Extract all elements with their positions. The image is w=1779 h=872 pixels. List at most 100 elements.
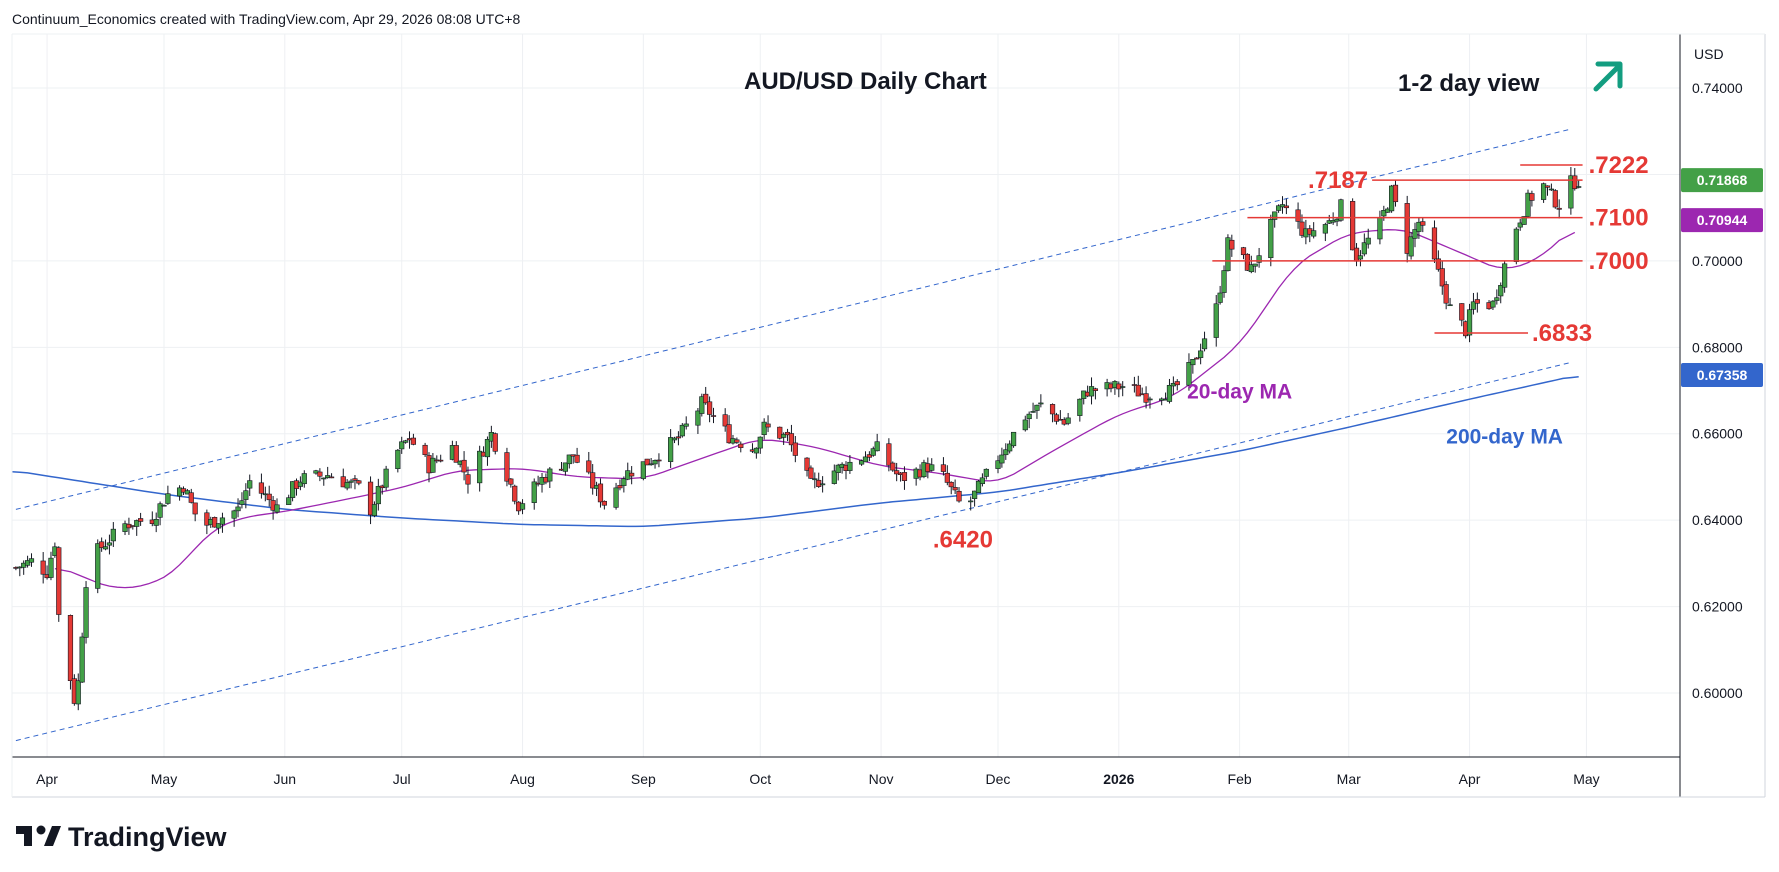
candle-down xyxy=(317,471,323,477)
candle-up xyxy=(1311,230,1317,237)
candle-down xyxy=(952,487,958,491)
candle-up xyxy=(106,542,113,546)
candle-up xyxy=(399,441,405,450)
candle-up xyxy=(1217,292,1223,303)
candle-down xyxy=(1244,253,1251,271)
candle-down xyxy=(866,454,872,458)
candle-up xyxy=(870,448,876,456)
candle-up xyxy=(1548,188,1554,191)
channel-upper-line xyxy=(15,128,1571,510)
candle-down xyxy=(1283,205,1289,209)
candle-up xyxy=(239,500,245,505)
y-tick-label: 0.68000 xyxy=(1692,339,1743,355)
candle-down xyxy=(816,479,822,487)
candle-up xyxy=(1525,192,1531,217)
candle-down xyxy=(1350,201,1356,251)
candle-up xyxy=(979,477,986,484)
candle-up xyxy=(1568,175,1574,209)
level-label: .6833 xyxy=(1532,320,1592,347)
candle-down xyxy=(40,560,46,575)
x-tick-label: Jun xyxy=(274,771,297,787)
candle-up xyxy=(847,461,853,471)
candle-up xyxy=(858,460,865,465)
candle-up xyxy=(1275,205,1282,211)
candle-down xyxy=(894,470,900,475)
candle-down xyxy=(777,426,783,439)
candle-up xyxy=(95,543,101,589)
candle-down xyxy=(1295,209,1301,222)
candle-down xyxy=(512,485,518,502)
candle-up xyxy=(999,454,1005,464)
last-value-badge-text: 0.71868 xyxy=(1697,172,1748,188)
candle-up xyxy=(1010,431,1017,447)
x-tick-label: Apr xyxy=(36,771,58,787)
x-tick-label: Dec xyxy=(986,771,1011,787)
candle-down xyxy=(1544,185,1551,188)
candle-up xyxy=(761,421,767,436)
last-value-badge xyxy=(1681,363,1763,388)
candle-up xyxy=(1502,263,1508,288)
candle-down xyxy=(1404,203,1410,254)
candle-up xyxy=(184,490,190,495)
candle-down xyxy=(188,492,194,503)
level-label: .7187 xyxy=(1308,167,1368,194)
candle-up xyxy=(375,486,381,505)
candle-up xyxy=(1198,350,1204,358)
candle-up xyxy=(165,493,171,504)
x-tick-label: Aug xyxy=(510,771,535,787)
candle-up xyxy=(874,441,880,452)
candle-up xyxy=(995,460,1001,469)
candle-up xyxy=(297,481,303,487)
candle-down xyxy=(1474,299,1480,304)
candle-up xyxy=(1268,219,1274,259)
candle-down xyxy=(703,393,709,404)
candle-up xyxy=(1034,404,1040,411)
candle-down xyxy=(586,460,592,473)
candle-down xyxy=(1420,221,1426,226)
candle-down xyxy=(956,490,962,502)
candle-down xyxy=(597,483,604,503)
candle-up xyxy=(1470,301,1477,310)
candle-down xyxy=(1552,190,1558,208)
candle-up xyxy=(1213,303,1219,338)
candle-down xyxy=(438,459,444,462)
candle-up xyxy=(79,636,85,683)
candle-down xyxy=(738,443,744,449)
y-tick-label: 0.70000 xyxy=(1692,253,1743,269)
candle-up xyxy=(683,423,689,427)
level-label: .7000 xyxy=(1589,248,1649,275)
x-tick-label: May xyxy=(151,771,177,787)
candle-down xyxy=(1435,258,1441,270)
candle-up xyxy=(757,436,763,449)
y-tick-label: 0.66000 xyxy=(1692,426,1743,442)
candle-up xyxy=(274,504,280,513)
candle-up xyxy=(102,546,109,550)
x-axis: Apr May Jun Jul Aug Sep Oct Nov Dec 2026 Feb Mar Apr… xyxy=(36,771,1600,787)
candle-down xyxy=(574,454,580,463)
candle-up xyxy=(1494,297,1500,301)
candle-down xyxy=(492,433,498,452)
tradingview-logo-text: TradingView xyxy=(68,822,228,852)
candle-down xyxy=(99,541,105,548)
candle-up xyxy=(1088,386,1095,397)
candle-up xyxy=(371,504,378,516)
candle-up xyxy=(1540,183,1547,200)
candle-down xyxy=(1049,404,1056,415)
x-tick-label: Mar xyxy=(1337,771,1361,787)
candle-up xyxy=(1225,237,1231,272)
candle-up xyxy=(321,477,327,480)
candle-up xyxy=(1517,222,1523,228)
level-label: .7100 xyxy=(1589,205,1649,232)
candle-down xyxy=(948,481,954,488)
candle-down xyxy=(56,547,62,615)
candle-up xyxy=(1077,398,1083,416)
level-label: .7222 xyxy=(1589,152,1649,179)
candle-down xyxy=(675,436,682,439)
candle-up xyxy=(231,510,237,519)
candle-down xyxy=(352,478,358,481)
last-value-badge xyxy=(1681,168,1763,193)
candle-up xyxy=(519,503,526,510)
candle-up xyxy=(348,480,354,483)
candle-up xyxy=(325,475,331,479)
